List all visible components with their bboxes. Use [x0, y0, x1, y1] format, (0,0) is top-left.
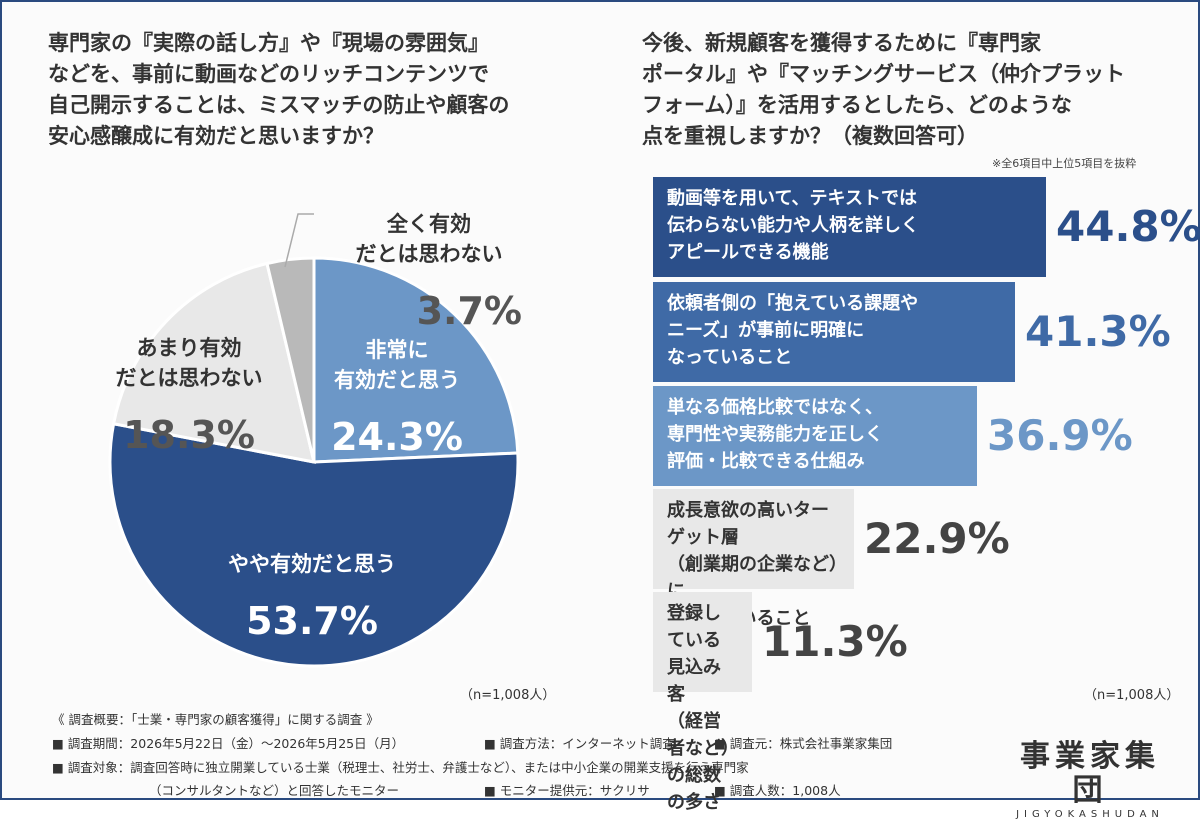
pie-slice-not-very-effective — [111, 261, 316, 464]
bar-value-label: 36.9% — [987, 411, 1133, 460]
logo-japanese: 事業家集団 — [1020, 739, 1160, 808]
pie-slice-label: 全く有効 だとは思わない — [355, 212, 503, 266]
left-sample-size: （n=1,008人） — [460, 688, 556, 703]
right-question-title: 今後、新規顧客を獲得するために『専門家 ポータル』や『マッチングサービス（仲介プ… — [642, 31, 1125, 148]
bar-category-label: 依頼者側の「抱えている課題や ニーズ」が事前に明確に なっていること — [667, 293, 919, 368]
monitor-provider: ■ モニター提供元：サクリサ — [484, 783, 650, 798]
bar-value-label: 11.3% — [762, 617, 908, 666]
survey-count: ■ 調査人数：1,008人 — [714, 783, 841, 798]
bar-item-2: 依頼者側の「抱えている課題や ニーズ」が事前に明確に なっていること — [653, 282, 1015, 382]
logo-english: JIGYOKASHUDAN — [1016, 809, 1164, 820]
bar-item-3: 単なる価格比較ではなく、 専門性や実務能力を正しく 評価・比較できる仕組み — [653, 386, 977, 486]
left-question-title: 専門家の『実際の話し方』や『現場の雰囲気』 などを、事前に動画などのリッチコンテ… — [48, 31, 510, 148]
pie-slice-percent: 3.7% — [416, 289, 522, 333]
bar-item-1: 動画等を用いて、テキストでは 伝わらない能力や人柄を詳しく アピールできる機能 — [653, 177, 1046, 277]
bar-category-label: 動画等を用いて、テキストでは 伝わらない能力や人柄を詳しく アピールできる機能 — [667, 188, 919, 263]
pie-slice-label: 非常に 有効だと思う — [334, 338, 460, 392]
pie-slice-not-effective-at-all — [265, 256, 316, 463]
survey-period: ■ 調査期間：2026年5月22日（金）〜2026年5月25日（月） — [52, 736, 405, 751]
leader-line — [284, 213, 314, 268]
pie-slice-percent: 18.3% — [123, 413, 255, 457]
bar-value-label: 44.8% — [1056, 202, 1200, 251]
company-logo: 事業家集団 JIGYOKASHUDAN — [1005, 740, 1175, 822]
top-items-note: ※全6項目中上位5項目を抜粋 — [992, 157, 1137, 170]
pie-slice-percent: 53.7% — [246, 599, 378, 643]
pie-slice-somewhat-effective — [108, 422, 520, 668]
pie-slice-percent: 24.3% — [331, 415, 463, 459]
survey-target-continued: （コンサルタントなど）と回答したモニター — [149, 783, 400, 798]
pie-slice-label: あまり有効 だとは思わない — [115, 336, 263, 390]
survey-target: ■ 調査対象：調査回答時に独立開業している士業（税理士、社労士、弁護士など）、ま… — [52, 760, 749, 775]
pie-label-very-effective: 非常に 有効だと思う 24.3% — [312, 316, 482, 479]
pie-label-not-effective-at-all: 全く有効 だとは思わない 3.7% — [324, 190, 534, 353]
survey-summary-title: 《 調査概要：「士業・専門家の顧客獲得」に関する調査 》 — [52, 712, 379, 727]
bar-category-label: 単なる価格比較ではなく、 専門性や実務能力を正しく 評価・比較できる仕組み — [667, 397, 883, 472]
bar-item-4: 成長意欲の高いターゲット層 （創業期の企業など）に 絞られていること — [653, 489, 854, 629]
survey-source: ■ 調査元：株式会社事業家集団 — [714, 736, 893, 751]
bar-item-5: 登録している見込み客 （経営者など）の総数の多さ — [653, 592, 752, 813]
survey-method: ■ 調査方法：インターネット調査 — [484, 736, 675, 751]
bar-value-label: 22.9% — [864, 514, 1010, 563]
pie-label-somewhat-effective: やや有効だと思う 53.7% — [152, 530, 472, 663]
pie-label-not-very-effective: あまり有効 だとは思わない 18.3% — [94, 314, 284, 477]
pie-slice-very-effective — [312, 256, 520, 464]
pie-slice-label: やや有効だと思う — [228, 552, 396, 576]
right-sample-size: （n=1,008人） — [1084, 688, 1180, 703]
bar-value-label: 41.3% — [1025, 307, 1171, 356]
pie-chart — [108, 213, 520, 668]
